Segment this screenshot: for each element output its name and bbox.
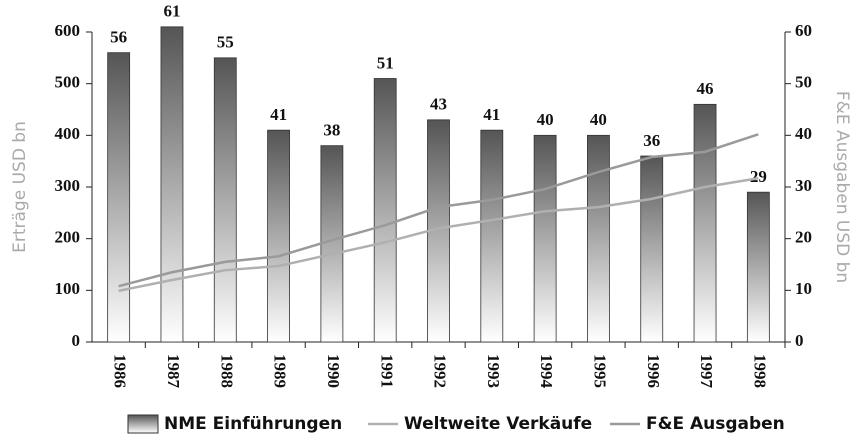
data-label: 41 <box>270 105 287 124</box>
data-label: 56 <box>110 28 127 47</box>
bar <box>480 129 504 343</box>
data-label: 55 <box>217 33 234 52</box>
y2-tick-label: 20 <box>795 228 812 247</box>
x-tick-label: 1989 <box>271 354 290 388</box>
x-tick-label: 1988 <box>217 354 236 388</box>
x-tick-label: 1991 <box>377 354 396 388</box>
x-tick-label: 1997 <box>697 354 716 389</box>
y2-tick-label: 50 <box>795 73 812 92</box>
y-tick-label: 500 <box>55 73 81 92</box>
y-tick-label: 200 <box>55 228 81 247</box>
data-label: 41 <box>483 105 500 124</box>
y-axis-label: Erträge USD bn <box>10 121 30 253</box>
bar <box>533 134 557 343</box>
x-tick-label: 1993 <box>484 354 503 388</box>
data-label: 43 <box>430 95 447 114</box>
x-tick-label: 1990 <box>324 354 343 388</box>
data-label: 51 <box>377 53 394 72</box>
bar <box>107 52 131 343</box>
bar <box>373 78 397 343</box>
bar <box>693 103 717 343</box>
y2-tick-label: 40 <box>795 124 812 143</box>
data-label: 29 <box>750 167 767 186</box>
y-tick-label: 0 <box>72 331 81 350</box>
bar <box>587 134 610 343</box>
y-tick-label: 600 <box>55 21 81 40</box>
legend-label: NME Einführungen <box>164 414 342 434</box>
data-label: 38 <box>323 121 340 140</box>
x-tick-label: 1992 <box>431 354 450 388</box>
x-tick-label: 1998 <box>750 354 769 388</box>
y2-tick-label: 30 <box>795 176 812 195</box>
x-tick-label: 1986 <box>111 354 130 388</box>
x-tick-label: 1994 <box>537 354 556 389</box>
bar <box>746 191 770 343</box>
y2-tick-label: 60 <box>795 21 812 40</box>
data-label: 61 <box>163 2 180 21</box>
data-label: 40 <box>590 110 607 129</box>
y2-axis-label: F&E Ausgaben USD bn <box>832 91 852 283</box>
y-tick-label: 400 <box>55 124 81 143</box>
y-tick-label: 300 <box>55 176 81 195</box>
x-tick-label: 1996 <box>644 354 663 388</box>
data-label: 40 <box>537 110 554 129</box>
bar <box>640 155 664 343</box>
line <box>118 176 759 293</box>
y2-tick-label: 0 <box>795 331 804 350</box>
bar <box>267 129 290 343</box>
legend-label: Weltweite Verkäufe <box>404 414 592 434</box>
x-tick-label: 1987 <box>164 354 183 389</box>
y2-tick-label: 10 <box>795 279 812 298</box>
x-tick-label: 1995 <box>591 354 610 388</box>
data-label: 46 <box>697 79 714 98</box>
bar <box>160 26 184 343</box>
legend-swatch <box>127 414 159 434</box>
data-label: 36 <box>643 131 660 150</box>
line <box>118 133 759 288</box>
bar <box>213 57 237 343</box>
y-tick-label: 100 <box>55 279 81 298</box>
legend-label: F&E Ausgaben <box>646 414 785 434</box>
